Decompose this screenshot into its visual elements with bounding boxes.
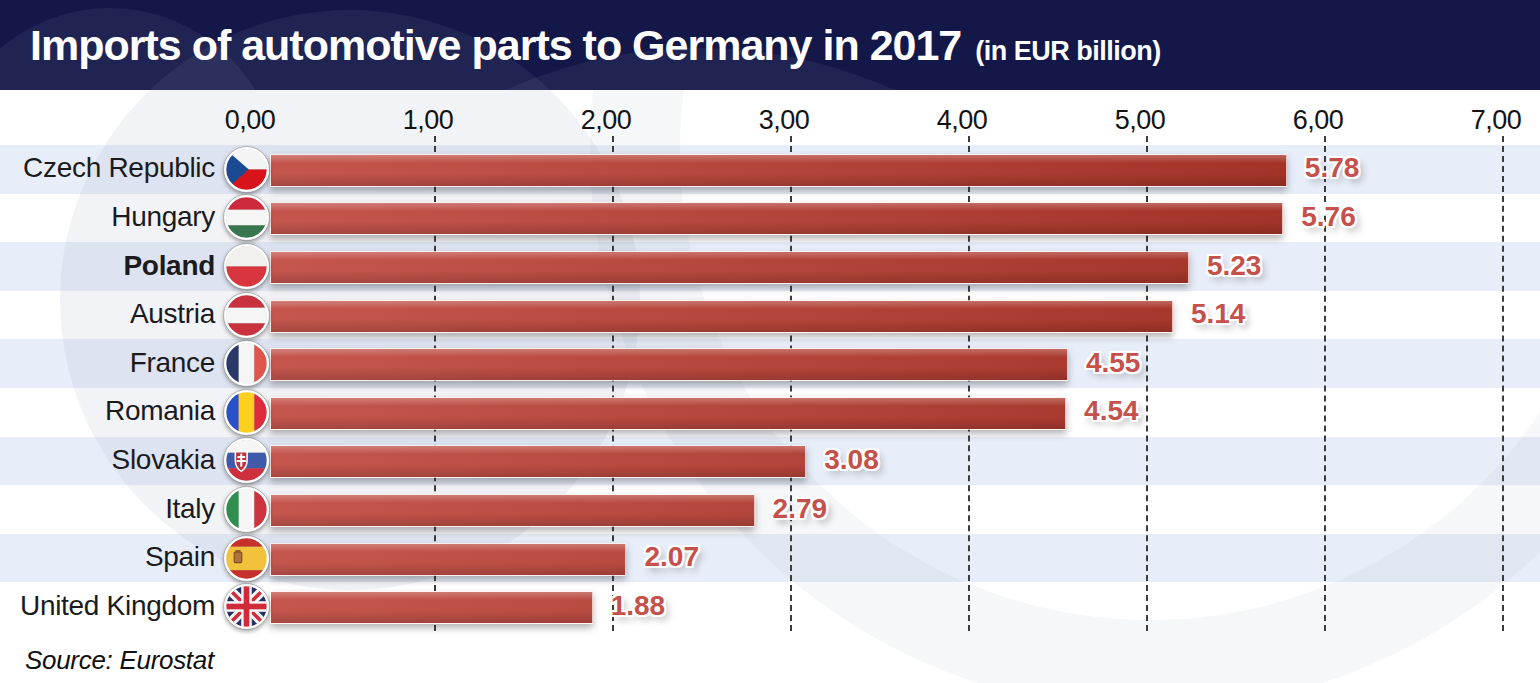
axis-tick-label: 3,00 <box>724 102 844 138</box>
ro-flag-icon <box>223 389 270 440</box>
country-label: Austria <box>0 298 215 330</box>
at-flag-icon <box>223 292 270 343</box>
es-flag-icon <box>223 535 270 586</box>
value-label: 2.07 <box>644 541 699 573</box>
axis-tick-label: 1,00 <box>368 102 488 138</box>
axis-tick-label: 0,00 <box>190 102 310 138</box>
pl-flag-icon <box>223 243 270 294</box>
axis-tick-label: 5,00 <box>1080 102 1200 138</box>
bar <box>270 251 1189 284</box>
fr-flag-icon <box>223 340 270 391</box>
bar <box>270 445 806 478</box>
value-label: 5.14 <box>1191 298 1246 330</box>
bar <box>270 494 755 527</box>
cz-flag-icon <box>223 146 270 197</box>
bar <box>270 348 1068 381</box>
bar <box>270 300 1173 333</box>
value-label: 3.08 <box>824 444 879 476</box>
country-label: Spain <box>0 541 215 573</box>
chart-unit-label: (in EUR billion) <box>975 36 1160 67</box>
value-label: 2.79 <box>773 493 828 525</box>
gb-flag-icon <box>223 583 270 634</box>
country-label: Czech Republic <box>0 152 215 184</box>
value-label: 5.78 <box>1305 152 1360 184</box>
country-label: Slovakia <box>0 444 215 476</box>
axis-tick-label: 7,00 <box>1436 102 1540 138</box>
country-label: Hungary <box>0 201 215 233</box>
country-label: Romania <box>0 395 215 427</box>
country-label: Poland <box>0 250 215 282</box>
axis-tick-label: 6,00 <box>1258 102 1378 138</box>
chart-header: Imports of automotive parts to Germany i… <box>0 0 1540 90</box>
value-label: 4.54 <box>1084 395 1139 427</box>
gridline <box>1502 136 1504 631</box>
chart-title: Imports of automotive parts to Germany i… <box>30 21 961 70</box>
country-label: France <box>0 347 215 379</box>
axis-tick-label: 4,00 <box>902 102 1022 138</box>
sk-flag-icon <box>223 437 270 488</box>
hu-flag-icon <box>223 194 270 245</box>
value-label: 5.23 <box>1207 250 1262 282</box>
bar <box>270 154 1287 187</box>
bar <box>270 202 1283 235</box>
bar <box>270 397 1066 430</box>
value-label: 4.55 <box>1086 347 1141 379</box>
source-note: Source: Eurostat <box>25 645 214 676</box>
value-label: 5.76 <box>1301 201 1356 233</box>
country-label: United Kingdom <box>0 590 215 622</box>
bar <box>270 591 593 624</box>
it-flag-icon <box>223 486 270 537</box>
axis-tick-label: 2,00 <box>546 102 666 138</box>
bar <box>270 543 626 576</box>
chart-page: 0,00 1,00 2,00 3,00 4,00 5,00 6,00 7,00 Czech R… <box>0 0 1540 683</box>
value-label: 1.88 <box>611 590 666 622</box>
country-label: Italy <box>0 493 215 525</box>
